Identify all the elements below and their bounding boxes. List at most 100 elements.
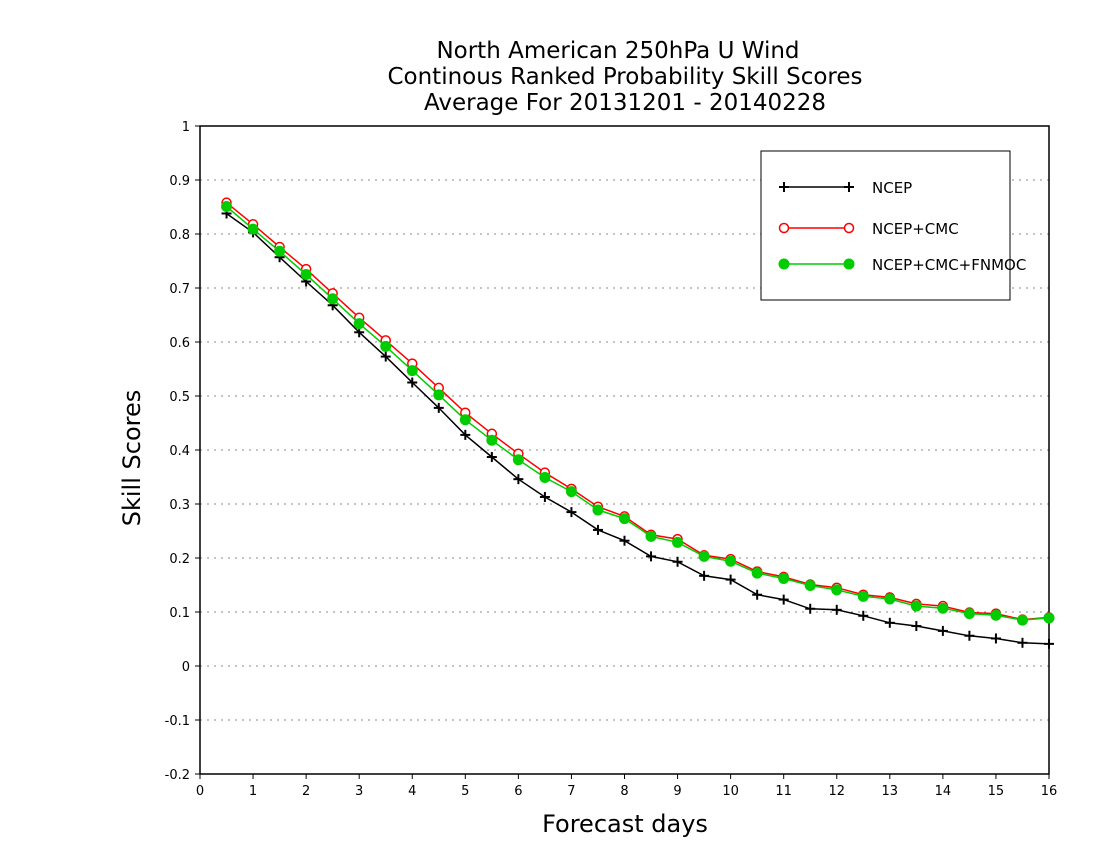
data-point <box>964 630 975 641</box>
legend-item: NCEP <box>779 179 912 197</box>
data-point <box>911 621 922 632</box>
axis-ticks <box>195 125 1050 779</box>
data-point <box>406 365 418 377</box>
data-point <box>698 550 710 562</box>
data-point <box>380 351 391 362</box>
data-point <box>460 429 471 440</box>
data-point <box>353 318 365 330</box>
grid-lines <box>200 179 1049 721</box>
series-lines <box>221 197 1055 649</box>
data-point <box>592 524 603 535</box>
y-tick-label: 0.8 <box>169 228 190 243</box>
data-point <box>646 551 657 562</box>
data-point <box>433 389 445 401</box>
data-point <box>937 625 948 636</box>
data-point <box>672 556 683 567</box>
x-tick-label: 1 <box>249 784 257 799</box>
data-point <box>751 567 763 579</box>
data-point <box>459 414 471 426</box>
x-tick-label: 0 <box>196 784 204 799</box>
data-point <box>566 507 577 518</box>
y-tick-label: 0 <box>182 660 190 675</box>
y-tick-label: 0.7 <box>169 282 190 297</box>
x-tick-label: 15 <box>988 784 1005 799</box>
data-point <box>407 377 418 388</box>
x-tick-label: 7 <box>567 784 575 799</box>
x-tick-label: 11 <box>775 784 792 799</box>
y-tick-label: 0.2 <box>169 552 190 567</box>
legend: NCEP NCEP+CMC NCEP+CMC+FNMOC <box>760 150 1026 301</box>
x-tick-label: 16 <box>1041 784 1058 799</box>
x-tick-label: 4 <box>408 784 416 799</box>
legend-box <box>760 150 1011 301</box>
y-tick-label: 0.3 <box>169 498 190 513</box>
x-tick-label: 13 <box>882 784 899 799</box>
data-point <box>433 402 444 413</box>
y-tick-label: 0.5 <box>169 390 190 405</box>
y-tick-label: -0.1 <box>165 714 190 729</box>
data-point <box>910 600 922 612</box>
series-2 <box>221 200 1055 626</box>
x-tick-label: 12 <box>828 784 845 799</box>
data-point <box>831 584 843 596</box>
data-point <box>963 608 975 620</box>
data-point <box>300 269 312 280</box>
legend-marker <box>779 182 789 192</box>
x-tick-label: 14 <box>935 784 952 799</box>
data-point <box>486 452 497 463</box>
x-tick-label: 6 <box>514 784 522 799</box>
data-point <box>221 200 233 212</box>
legend-item: NCEP+CMC <box>778 220 959 238</box>
data-point <box>645 530 657 542</box>
data-point <box>539 472 551 484</box>
data-point <box>247 223 259 235</box>
data-point <box>937 602 949 614</box>
data-point <box>513 474 524 485</box>
x-axis-label: Forecast days <box>542 810 708 838</box>
y-tick-label: -0.2 <box>165 768 190 783</box>
data-point <box>672 536 684 548</box>
data-point <box>990 609 1002 621</box>
legend-marker <box>843 258 855 270</box>
y-axis-label: Skill Scores <box>118 390 146 527</box>
data-point <box>380 340 392 352</box>
chart-title-line-1: North American 250hPa U Wind <box>436 38 799 64</box>
data-point <box>990 633 1001 644</box>
legend-label: NCEP+CMC <box>872 220 959 238</box>
legend-marker <box>843 222 855 234</box>
data-point <box>831 604 842 615</box>
legend-marker <box>778 222 790 234</box>
x-tick-label: 9 <box>673 784 681 799</box>
y-tick-label: 0.4 <box>169 444 190 459</box>
data-point <box>699 570 710 581</box>
data-point <box>725 555 737 567</box>
data-point <box>805 603 816 614</box>
data-point <box>1043 612 1055 624</box>
legend-label: NCEP <box>872 179 912 197</box>
x-tick-label: 2 <box>302 784 310 799</box>
data-point <box>725 574 736 585</box>
data-point <box>274 245 286 257</box>
y-tick-label: 1 <box>182 120 190 135</box>
y-tick-label: 0.6 <box>169 336 190 351</box>
data-point <box>884 617 895 628</box>
data-point <box>619 513 630 525</box>
data-point <box>619 535 630 546</box>
legend-label: NCEP+CMC+FNMOC <box>872 256 1026 274</box>
data-point <box>539 491 550 502</box>
data-point <box>486 434 498 446</box>
x-tick-label: 10 <box>722 784 739 799</box>
data-point <box>804 580 816 592</box>
chart-title-line-2: Continous Ranked Probability Skill Score… <box>387 64 862 90</box>
data-point <box>778 573 790 585</box>
data-point <box>858 610 869 621</box>
y-tick-labels: -0.2 -0.1 0 0.1 0.2 0.3 0.4 0.5 0.6 0.7 0.8 0.9 1 <box>165 120 190 783</box>
data-point <box>327 293 339 305</box>
data-point <box>884 593 896 605</box>
x-tick-label: 5 <box>461 784 469 799</box>
x-tick-labels: 0 1 2 3 4 5 6 7 8 9 10 11 12 13 14 15 16 <box>196 784 1057 799</box>
legend-items: NCEP NCEP+CMC NCEP+CMC+FNMOC <box>778 179 1026 274</box>
data-point <box>1044 638 1054 649</box>
data-point <box>857 590 869 602</box>
